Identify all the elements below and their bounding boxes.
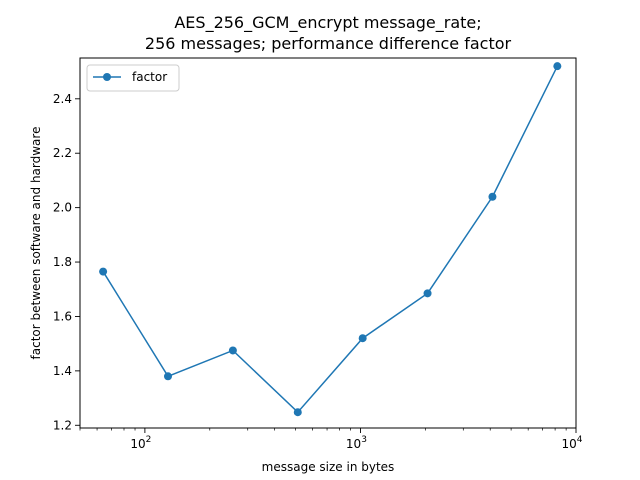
y-tick-label: 1.6 bbox=[53, 309, 72, 323]
chart-title-line-2: 256 messages; performance difference fac… bbox=[145, 34, 512, 53]
y-tick-label: 2.4 bbox=[53, 92, 72, 106]
x-tick-label: 102 bbox=[130, 435, 151, 451]
x-tick-label: 104 bbox=[561, 435, 582, 451]
data-point bbox=[99, 267, 108, 276]
data-point bbox=[423, 289, 432, 298]
data-point bbox=[553, 62, 562, 71]
legend-marker bbox=[103, 73, 111, 81]
legend-box bbox=[86, 64, 180, 92]
y-tick-label: 1.4 bbox=[53, 364, 72, 378]
legend-label-factor: factor bbox=[132, 70, 167, 84]
data-point bbox=[293, 408, 302, 417]
y-axis-label: factor between software and hardware bbox=[29, 127, 43, 360]
data-point bbox=[488, 192, 497, 201]
y-tick-label: 2.2 bbox=[53, 146, 72, 160]
x-tick-label: 103 bbox=[346, 435, 367, 451]
series-layer bbox=[99, 62, 562, 417]
data-point bbox=[228, 346, 237, 355]
data-point bbox=[163, 372, 172, 381]
y-tick-label: 1.2 bbox=[53, 418, 72, 432]
y-tick-label: 1.8 bbox=[53, 255, 72, 269]
x-axis-label: message size in bytes bbox=[262, 460, 395, 474]
chart-title-line-1: AES_256_GCM_encrypt message_rate; bbox=[174, 13, 481, 33]
y-axis: 1.2 1.4 1.6 1.8 2.0 2.2 2.4 bbox=[53, 92, 80, 432]
y-tick-label: 2.0 bbox=[53, 201, 72, 215]
series-line-factor bbox=[102, 65, 559, 414]
plot-frame bbox=[79, 57, 577, 429]
legend: factor bbox=[86, 64, 180, 92]
plot-area bbox=[79, 57, 577, 429]
data-point bbox=[358, 334, 367, 343]
x-axis: 102 103 104 bbox=[79, 428, 583, 451]
